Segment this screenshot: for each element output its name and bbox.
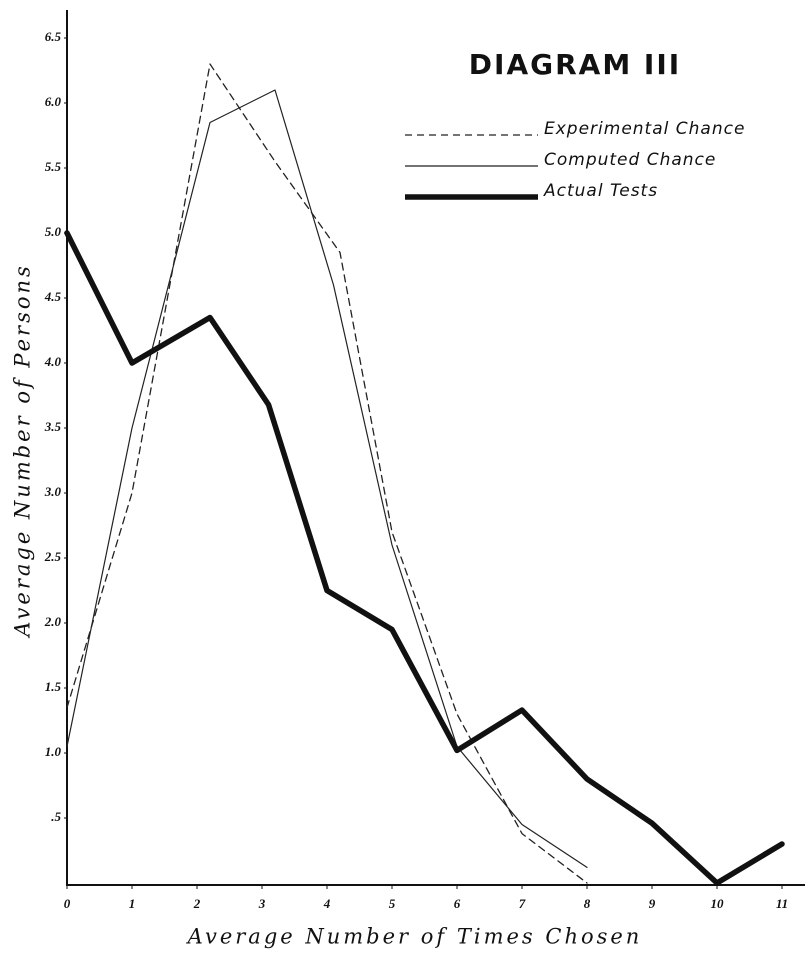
series-line [64,230,785,886]
y-tick-label: 3.5 [44,419,62,434]
y-tick-label: 2.5 [44,549,62,564]
series-line [66,89,588,868]
legend-label: Experimental Chance [544,119,745,139]
x-tick-label: 9 [649,896,656,911]
x-tick-label: 6 [454,896,461,911]
y-tick-label: .5 [51,809,61,824]
y-tick-label: 6.5 [45,29,62,44]
x-tick-label: 10 [711,896,725,911]
y-axis-label: Average Number of Persons [11,263,35,639]
x-tick-label: 0 [64,896,71,911]
chart-title: DIAGRAM III [469,48,681,81]
y-tick-label: 4.0 [44,354,62,369]
x-tick-label: 1 [129,896,136,911]
legend-label: Actual Tests [543,181,658,201]
x-tick-label: 8 [584,896,591,911]
y-tick-label: 1.0 [45,744,62,759]
y-tick-label: 5.5 [45,159,62,174]
y-tick-label: 6.0 [45,94,62,109]
y-tick-label: 1.5 [45,679,62,694]
x-tick-label: 7 [519,896,526,911]
y-tick-label: 2.0 [44,614,62,629]
series-line [66,63,588,884]
x-tick-label: 2 [193,896,201,911]
y-tick-label: 3.0 [44,484,62,499]
y-tick-label: 4.5 [44,289,62,304]
x-tick-label: 4 [323,896,331,911]
x-tick-label: 11 [776,896,788,911]
legend-label: Computed Chance [544,150,716,170]
x-tick-label: 3 [258,896,266,911]
y-tick-label: 5.0 [45,224,62,239]
x-axis-label: Average Number of Times Chosen [186,925,643,949]
x-tick-label: 5 [389,896,396,911]
